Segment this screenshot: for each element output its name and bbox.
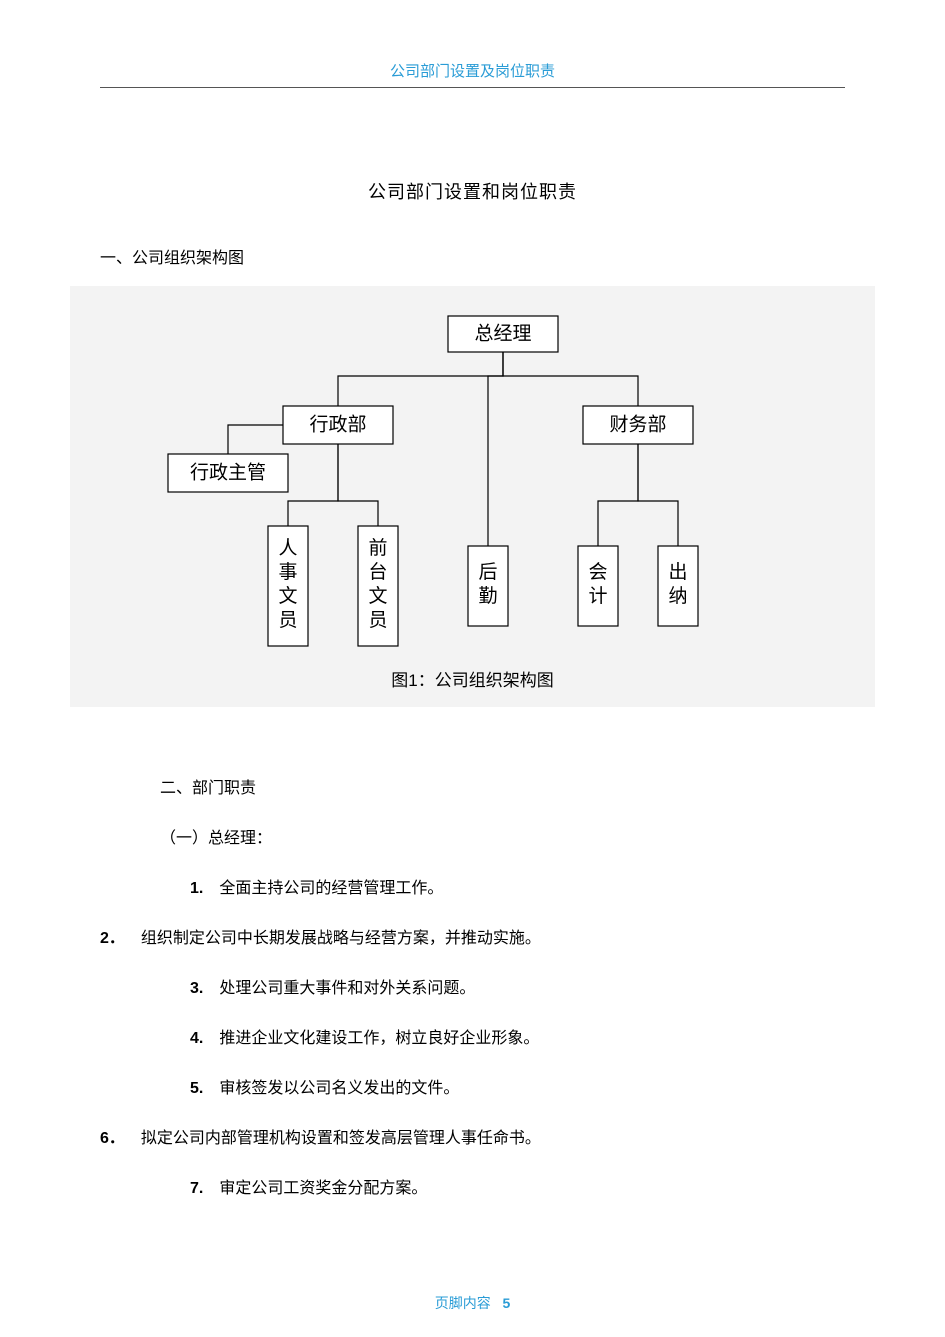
org-node-label: 总经理 bbox=[474, 323, 531, 345]
org-node-label: 行政部 bbox=[309, 414, 366, 436]
org-node-label: 前 bbox=[368, 537, 387, 559]
document-page: 公司部门设置及岗位职责 公司部门设置和岗位职责 一、公司组织架构图 总经理行政部… bbox=[0, 0, 945, 1337]
org-node-label: 员 bbox=[278, 610, 297, 631]
page-header: 公司部门设置及岗位职责 bbox=[100, 60, 845, 88]
org-node-label: 纳 bbox=[668, 585, 687, 607]
org-node-label: 出 bbox=[668, 561, 687, 583]
footer-label: 页脚内容 bbox=[435, 1295, 491, 1311]
duty-item-number: 5. bbox=[190, 1080, 203, 1097]
document-title: 公司部门设置和岗位职责 bbox=[100, 178, 845, 204]
section-2-heading: 二、部门职责 bbox=[160, 777, 845, 801]
org-chart-svg: 总经理行政部财务部行政主管人事文员前台文员后勤会计出纳 bbox=[163, 306, 783, 656]
duty-item: 4. 推进企业文化建设工作，树立良好企业形象。 bbox=[190, 1027, 845, 1051]
duty-item-number: 4. bbox=[190, 1030, 203, 1047]
org-edge bbox=[488, 352, 503, 546]
org-node-label: 人 bbox=[278, 537, 297, 559]
duty-item: 5. 审核签发以公司名义发出的文件。 bbox=[190, 1077, 845, 1101]
org-edge bbox=[338, 352, 503, 406]
org-node-label: 会 bbox=[588, 561, 607, 583]
duty-item: 3. 处理公司重大事件和对外关系问题。 bbox=[190, 977, 845, 1001]
org-node-label: 文 bbox=[368, 585, 387, 607]
duty-item: 1. 全面主持公司的经营管理工作。 bbox=[190, 877, 845, 901]
duty-item-text: 处理公司重大事件和对外关系问题。 bbox=[219, 980, 475, 997]
duty-item: 6． 拟定公司内部管理机构设置和签发高层管理人事任命书。 bbox=[100, 1127, 845, 1151]
duty-item-number: 3. bbox=[190, 980, 203, 997]
duty-item: 7. 审定公司工资奖金分配方案。 bbox=[190, 1177, 845, 1201]
section-1-heading: 一、公司组织架构图 bbox=[100, 244, 845, 268]
org-node-label: 事 bbox=[278, 561, 297, 583]
header-title: 公司部门设置及岗位职责 bbox=[390, 63, 555, 80]
duty-item-text: 审核签发以公司名义发出的文件。 bbox=[219, 1080, 459, 1097]
duty-item: 2． 组织制定公司中长期发展战略与经营方案，并推动实施。 bbox=[100, 927, 845, 951]
org-node-label: 文 bbox=[278, 585, 297, 607]
duty-item-number: 2． bbox=[100, 930, 125, 947]
org-edge bbox=[228, 425, 283, 454]
org-node-label: 行政主管 bbox=[189, 462, 265, 484]
org-node-label: 勤 bbox=[478, 585, 497, 607]
org-chart-figure: 总经理行政部财务部行政主管人事文员前台文员后勤会计出纳 图1：公司组织架构图 bbox=[70, 286, 875, 707]
duty-item-text: 审定公司工资奖金分配方案。 bbox=[219, 1180, 427, 1197]
duty-item-text: 组织制定公司中长期发展战略与经营方案，并推动实施。 bbox=[141, 930, 541, 947]
duty-item-text: 全面主持公司的经营管理工作。 bbox=[219, 880, 443, 897]
org-node-label: 财务部 bbox=[609, 414, 666, 436]
section-2-subheading: （一）总经理： bbox=[160, 827, 845, 851]
org-edge bbox=[288, 444, 338, 526]
duty-list: 1. 全面主持公司的经营管理工作。 2． 组织制定公司中长期发展战略与经营方案，并… bbox=[100, 877, 845, 1201]
org-node-label: 后 bbox=[478, 561, 497, 583]
page-footer: 页脚内容 5 bbox=[0, 1293, 945, 1313]
org-node-label: 员 bbox=[368, 610, 387, 631]
duty-item-number: 6． bbox=[100, 1130, 125, 1147]
chart-caption: 图1：公司组织架构图 bbox=[80, 666, 865, 691]
org-node-label: 计 bbox=[588, 585, 607, 607]
org-edge bbox=[503, 352, 638, 406]
duty-item-number: 7. bbox=[190, 1180, 203, 1197]
org-node-label: 台 bbox=[368, 561, 387, 583]
org-edge bbox=[638, 444, 678, 546]
org-edge bbox=[598, 444, 638, 546]
duty-item-text: 拟定公司内部管理机构设置和签发高层管理人事任命书。 bbox=[141, 1130, 541, 1147]
duty-item-text: 推进企业文化建设工作，树立良好企业形象。 bbox=[219, 1030, 539, 1047]
org-edge bbox=[338, 444, 378, 526]
footer-page-number: 5 bbox=[502, 1295, 510, 1311]
section-2: 二、部门职责 （一）总经理： 1. 全面主持公司的经营管理工作。 2． 组织制定公… bbox=[100, 777, 845, 1201]
duty-item-number: 1. bbox=[190, 880, 203, 897]
